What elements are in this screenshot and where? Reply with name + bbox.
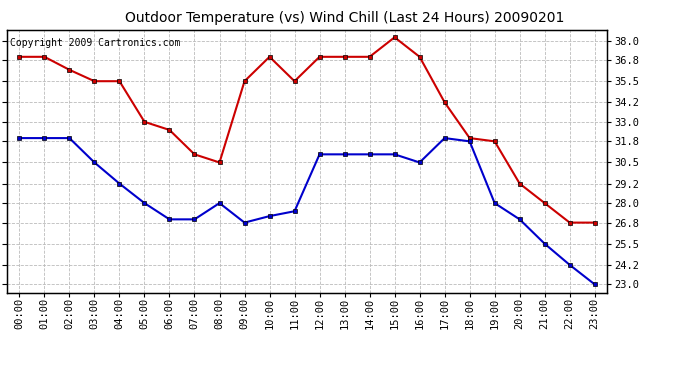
- Text: Outdoor Temperature (vs) Wind Chill (Last 24 Hours) 20090201: Outdoor Temperature (vs) Wind Chill (Las…: [126, 11, 564, 25]
- Text: Copyright 2009 Cartronics.com: Copyright 2009 Cartronics.com: [10, 38, 180, 48]
